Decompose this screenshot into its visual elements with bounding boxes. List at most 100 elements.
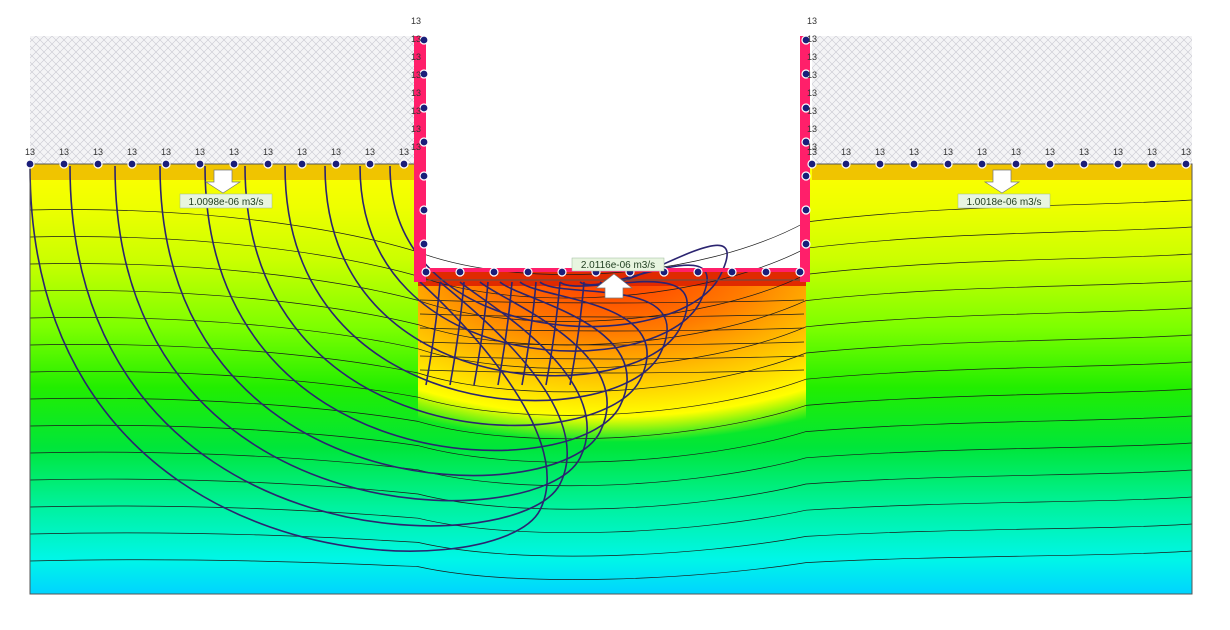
flux-right: 1.0018e-06 m3/s xyxy=(957,169,1051,209)
flow-line xyxy=(449,281,465,386)
flux-bottom: 2.0116e-06 m3/s xyxy=(571,257,665,299)
flux-arrow-up-icon xyxy=(594,273,634,299)
boundary-label: 13 xyxy=(807,52,817,62)
head-contour xyxy=(29,280,1193,346)
flux-left-label: 1.0098e-06 m3/s xyxy=(188,197,263,208)
boundary-label: 13 xyxy=(1079,147,1089,157)
boundary-label: 13 xyxy=(365,147,375,157)
flow-line xyxy=(521,281,537,386)
flux-arrow-down-icon xyxy=(983,169,1021,194)
boundary-node-icon xyxy=(807,159,817,169)
flux-left: 1.0098e-06 m3/s xyxy=(179,169,273,209)
head-contour xyxy=(29,253,1193,322)
boundary-label: 13 xyxy=(1045,147,1055,157)
boundary-label: 13 xyxy=(411,124,421,134)
boundary-label: 13 xyxy=(943,147,953,157)
boundary-label: 13 xyxy=(411,16,421,26)
boundary-label: 13 xyxy=(161,147,171,157)
boundary-label: 13 xyxy=(909,147,919,157)
flow-line xyxy=(545,281,561,386)
boundary-label: 13 xyxy=(807,16,817,26)
boundary-label: 13 xyxy=(411,106,421,116)
boundary-label: 13 xyxy=(297,147,307,157)
flux-right-label: 1.0018e-06 m3/s xyxy=(966,197,1041,208)
boundary-node-icon xyxy=(455,267,465,277)
right-wall xyxy=(800,36,810,282)
boundary-label: 13 xyxy=(25,147,35,157)
boundary-node-icon xyxy=(795,267,805,277)
boundary-node-icon xyxy=(1011,159,1021,169)
boundary-label: 13 xyxy=(807,34,817,44)
boundary-label: 13 xyxy=(807,124,817,134)
right-excavated-zone xyxy=(812,36,1192,164)
boundary-label: 13 xyxy=(59,147,69,157)
boundary-label: 13 xyxy=(875,147,885,157)
flow-line xyxy=(114,165,588,502)
flow-line xyxy=(497,281,513,386)
boundary-node-icon xyxy=(419,137,429,147)
boundary-node-icon xyxy=(909,159,919,169)
head-contour xyxy=(29,415,1193,463)
boundary-node-icon xyxy=(195,159,205,169)
boundary-label: 13 xyxy=(807,106,817,116)
boundary-label: 13 xyxy=(411,34,421,44)
boundary-label: 13 xyxy=(127,147,137,157)
head-contour xyxy=(419,369,805,374)
head-contour xyxy=(29,334,1193,393)
boundary-node-icon xyxy=(297,159,307,169)
boundary-node-icon xyxy=(25,159,35,169)
head-contour xyxy=(29,442,1193,487)
excavation-head-zone xyxy=(418,272,806,442)
boundary-node-icon xyxy=(127,159,137,169)
boundary-node-icon xyxy=(161,159,171,169)
boundary-label: 13 xyxy=(841,147,851,157)
boundary-node-icon xyxy=(365,159,375,169)
flow-line xyxy=(204,165,628,452)
head-contour xyxy=(419,313,805,318)
flux-bottom-box xyxy=(571,257,665,272)
boundary-node-icon xyxy=(801,171,811,181)
boundary-node-icon xyxy=(419,205,429,215)
boundary-label: 13 xyxy=(1011,147,1021,157)
flow-line xyxy=(425,281,441,386)
flow-line xyxy=(29,165,548,552)
boundary-label: 13 xyxy=(263,147,273,157)
boundary-node-icon xyxy=(727,267,737,277)
boundary-label: 13 xyxy=(93,147,103,157)
boundary-label: 13 xyxy=(807,88,817,98)
flux-right-box xyxy=(957,193,1051,209)
boundary-node-icon xyxy=(419,171,429,181)
boundary-label: 13 xyxy=(807,70,817,80)
boundary-label: 13 xyxy=(195,147,205,157)
boundary-label: 13 xyxy=(1113,147,1123,157)
boundary-node-icon xyxy=(875,159,885,169)
flux-bottom-label: 2.0116e-06 m3/s xyxy=(581,260,655,271)
boundary-node-icon xyxy=(93,159,103,169)
flux-arrow-down-icon xyxy=(204,169,242,194)
boundary-node-icon xyxy=(801,239,811,249)
head-contour xyxy=(29,469,1193,510)
flow-line xyxy=(69,165,568,527)
boundary-node-icon xyxy=(801,137,811,147)
head-contour xyxy=(29,496,1193,534)
boundary-node-icon xyxy=(693,267,703,277)
boundary-node-icon xyxy=(801,103,811,113)
boundary-node-icon xyxy=(523,267,533,277)
boundary-node-icon xyxy=(1147,159,1157,169)
head-contour xyxy=(419,299,805,304)
boundary-node-icon xyxy=(59,159,69,169)
boundary-label: 13 xyxy=(411,52,421,62)
boundary-node-icon xyxy=(557,267,567,277)
boundary-node-icon xyxy=(489,267,499,277)
head-contour xyxy=(29,307,1193,369)
flow-line xyxy=(473,281,489,386)
head-contour xyxy=(419,341,805,346)
boundary-label: 13 xyxy=(331,147,341,157)
boundary-label: 13 xyxy=(807,142,817,152)
flux-left-box xyxy=(179,193,273,209)
boundary-node-icon xyxy=(841,159,851,169)
boundary-node-icon xyxy=(331,159,341,169)
boundary-node-icon xyxy=(761,267,771,277)
boundary-label: 13 xyxy=(411,70,421,80)
boundary-label: 13 xyxy=(411,88,421,98)
